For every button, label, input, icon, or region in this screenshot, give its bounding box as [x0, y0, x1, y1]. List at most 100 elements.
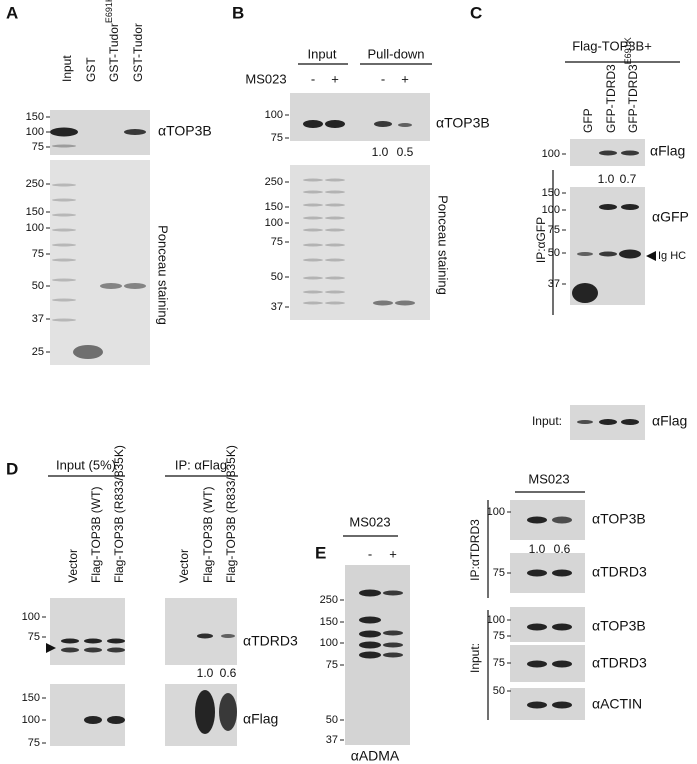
lane-text: GST-Tudor [107, 23, 121, 82]
band [52, 213, 76, 217]
band [52, 228, 76, 232]
size-marker: 100 [26, 222, 44, 234]
blot [510, 688, 585, 720]
antibody: αFlag [243, 711, 278, 727]
antibody: αTOP3B [436, 115, 490, 131]
blot [165, 598, 237, 665]
panel-label: A [6, 3, 18, 22]
quantification: 1.0 [529, 542, 546, 556]
size-marker: 75 [28, 631, 40, 643]
lane-label: GFP [581, 108, 595, 133]
band [383, 642, 403, 648]
lane-label: GST-TudorE691K [104, 0, 121, 82]
quantification: 0.7 [620, 172, 637, 186]
group-label: Pull-down [367, 46, 424, 61]
band [325, 178, 345, 182]
band [73, 345, 103, 359]
size-marker: 75 [271, 132, 283, 144]
band [61, 638, 79, 644]
blot [290, 165, 430, 320]
lane-text: GFP [581, 108, 595, 133]
size-marker: 150 [26, 111, 44, 123]
condition: + [331, 71, 339, 86]
band [621, 419, 639, 425]
band [52, 198, 76, 202]
lane-label: Flag-TOP3B (WT) [89, 487, 103, 583]
condition: - [311, 71, 315, 86]
band [52, 183, 76, 187]
condition: + [389, 546, 397, 561]
quantification: 1.0 [598, 172, 615, 186]
size-marker: 75 [32, 141, 44, 153]
band [197, 633, 213, 639]
band [52, 258, 76, 262]
band [599, 150, 617, 156]
band [359, 616, 381, 624]
band [107, 638, 125, 644]
band [50, 127, 78, 137]
size-marker: 75 [493, 567, 505, 579]
band [303, 190, 323, 194]
size-marker: 75 [271, 236, 283, 248]
group-label: Input (5%) [56, 457, 116, 472]
band [552, 660, 572, 668]
blot [510, 553, 585, 593]
size-marker: 37 [326, 734, 338, 746]
quantification: 0.6 [554, 542, 571, 556]
band [84, 716, 102, 724]
band [621, 204, 639, 210]
quantification: 0.5 [397, 145, 414, 159]
lane-label: Input [60, 55, 74, 82]
band [383, 590, 403, 596]
band [527, 660, 547, 668]
band [303, 178, 323, 182]
lane-text: GST [84, 57, 98, 82]
lane-label: Vector [66, 549, 80, 583]
band [303, 258, 323, 262]
size-marker: 250 [265, 176, 283, 188]
size-marker: 50 [493, 685, 505, 697]
band [303, 120, 323, 128]
band [303, 243, 323, 247]
lane-text: GFP-TDRD3 [626, 64, 640, 133]
band [527, 516, 547, 524]
antibody: αGFP [652, 209, 689, 225]
band [619, 249, 641, 259]
antibody: αFlag [650, 143, 685, 159]
band [373, 300, 393, 306]
size-marker: 100 [542, 148, 560, 160]
antibody: αTDRD3 [243, 633, 298, 649]
band [374, 121, 392, 127]
band [383, 652, 403, 658]
size-marker: 25 [32, 346, 44, 358]
size-marker: 100 [542, 204, 560, 216]
band [325, 203, 345, 207]
lane-label: Vector [177, 549, 191, 583]
lane-text: GFP-TDRD3 [604, 64, 618, 133]
lane-label: GST [84, 57, 98, 82]
size-marker: 100 [22, 611, 40, 623]
band [552, 623, 572, 631]
band [219, 693, 237, 731]
band [325, 301, 345, 305]
band [552, 569, 572, 577]
lane-label: GFP-TDRD3 [604, 64, 618, 133]
band [599, 419, 617, 425]
arrow-label: Ig HC [658, 250, 686, 262]
band [84, 638, 102, 644]
size-marker: 100 [26, 126, 44, 138]
quantification: 1.0 [372, 145, 389, 159]
size-marker: 100 [487, 506, 505, 518]
size-marker: 150 [265, 201, 283, 213]
band [621, 150, 639, 156]
lane-label: GST-Tudor [131, 23, 145, 82]
band [325, 290, 345, 294]
band [359, 630, 381, 638]
input-label: Input: [468, 643, 482, 673]
panel-label: D [6, 459, 18, 478]
band [221, 634, 235, 638]
blot [510, 645, 585, 682]
band [61, 647, 79, 653]
size-marker: 100 [22, 714, 40, 726]
